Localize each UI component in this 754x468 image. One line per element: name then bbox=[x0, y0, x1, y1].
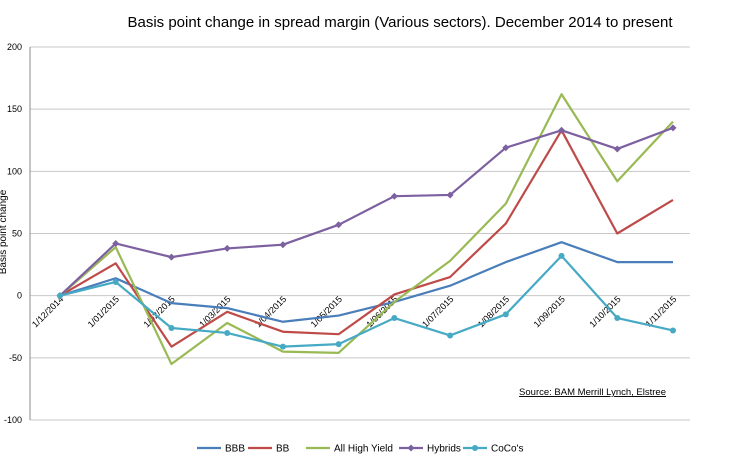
legend: BBB BB All High Yield Hybrids CoCo's bbox=[197, 444, 523, 455]
x-tick-label: 1/07/2015 bbox=[420, 294, 455, 329]
legend-label: Hybrids bbox=[427, 444, 461, 455]
data-point bbox=[558, 252, 565, 259]
legend-label: CoCo's bbox=[491, 444, 523, 455]
chart-title: Basis point change in spread margin (Var… bbox=[127, 14, 673, 31]
y-tick-label: -100 bbox=[4, 415, 22, 425]
data-point bbox=[390, 192, 398, 200]
data-point bbox=[335, 221, 343, 229]
series-line-bbb bbox=[59, 241, 673, 323]
legend-label: All High Yield bbox=[334, 444, 393, 455]
data-point bbox=[614, 315, 621, 322]
series-line-coco-s bbox=[59, 254, 674, 348]
x-tick-label: 1/10/2015 bbox=[587, 294, 622, 329]
legend-label: BB bbox=[276, 444, 290, 455]
y-tick-label: 50 bbox=[12, 229, 22, 239]
x-tick-label: 1/01/2015 bbox=[86, 294, 121, 329]
legend-marker bbox=[407, 444, 415, 452]
series-line-bb bbox=[59, 129, 674, 348]
grid-layer bbox=[30, 46, 690, 421]
data-point bbox=[447, 332, 454, 339]
data-point bbox=[446, 191, 454, 199]
y-tick-label: -50 bbox=[9, 353, 22, 363]
x-tick-label: 1/12/2014 bbox=[30, 294, 65, 329]
data-point bbox=[558, 126, 566, 134]
series-layer bbox=[56, 93, 677, 366]
y-axis-label: Basis point change bbox=[0, 189, 9, 274]
data-point bbox=[669, 124, 677, 132]
data-point bbox=[168, 324, 175, 331]
data-point bbox=[613, 145, 621, 153]
x-tick-label: 1/04/2015 bbox=[253, 294, 288, 329]
data-point bbox=[670, 327, 676, 334]
data-point bbox=[167, 253, 175, 261]
data-point bbox=[279, 241, 287, 249]
x-tick-label: 1/09/2015 bbox=[532, 294, 567, 329]
series-line-all-high-yield bbox=[59, 93, 674, 366]
data-point bbox=[224, 329, 231, 336]
legend-label: BBB bbox=[225, 444, 245, 455]
data-point bbox=[223, 244, 231, 252]
data-point bbox=[112, 278, 119, 285]
data-point bbox=[502, 144, 510, 152]
legend-marker bbox=[472, 445, 478, 451]
data-point bbox=[57, 292, 63, 299]
series-line-hybrids bbox=[59, 126, 674, 297]
data-point bbox=[502, 311, 509, 318]
data-point bbox=[279, 343, 286, 350]
source-annotation: Source: BAM Merrill Lynch, Elstree bbox=[519, 387, 666, 398]
data-point bbox=[112, 239, 120, 247]
x-tick-label: 1/05/2015 bbox=[309, 294, 344, 329]
data-point bbox=[391, 315, 398, 322]
y-tick-label: 0 bbox=[17, 291, 22, 301]
x-tick-label: 1/11/2015 bbox=[644, 294, 679, 329]
data-point bbox=[335, 341, 342, 348]
y-tick-label: 100 bbox=[7, 166, 22, 176]
y-tick-label: 150 bbox=[7, 104, 22, 114]
y-tick-label: 200 bbox=[7, 42, 22, 52]
